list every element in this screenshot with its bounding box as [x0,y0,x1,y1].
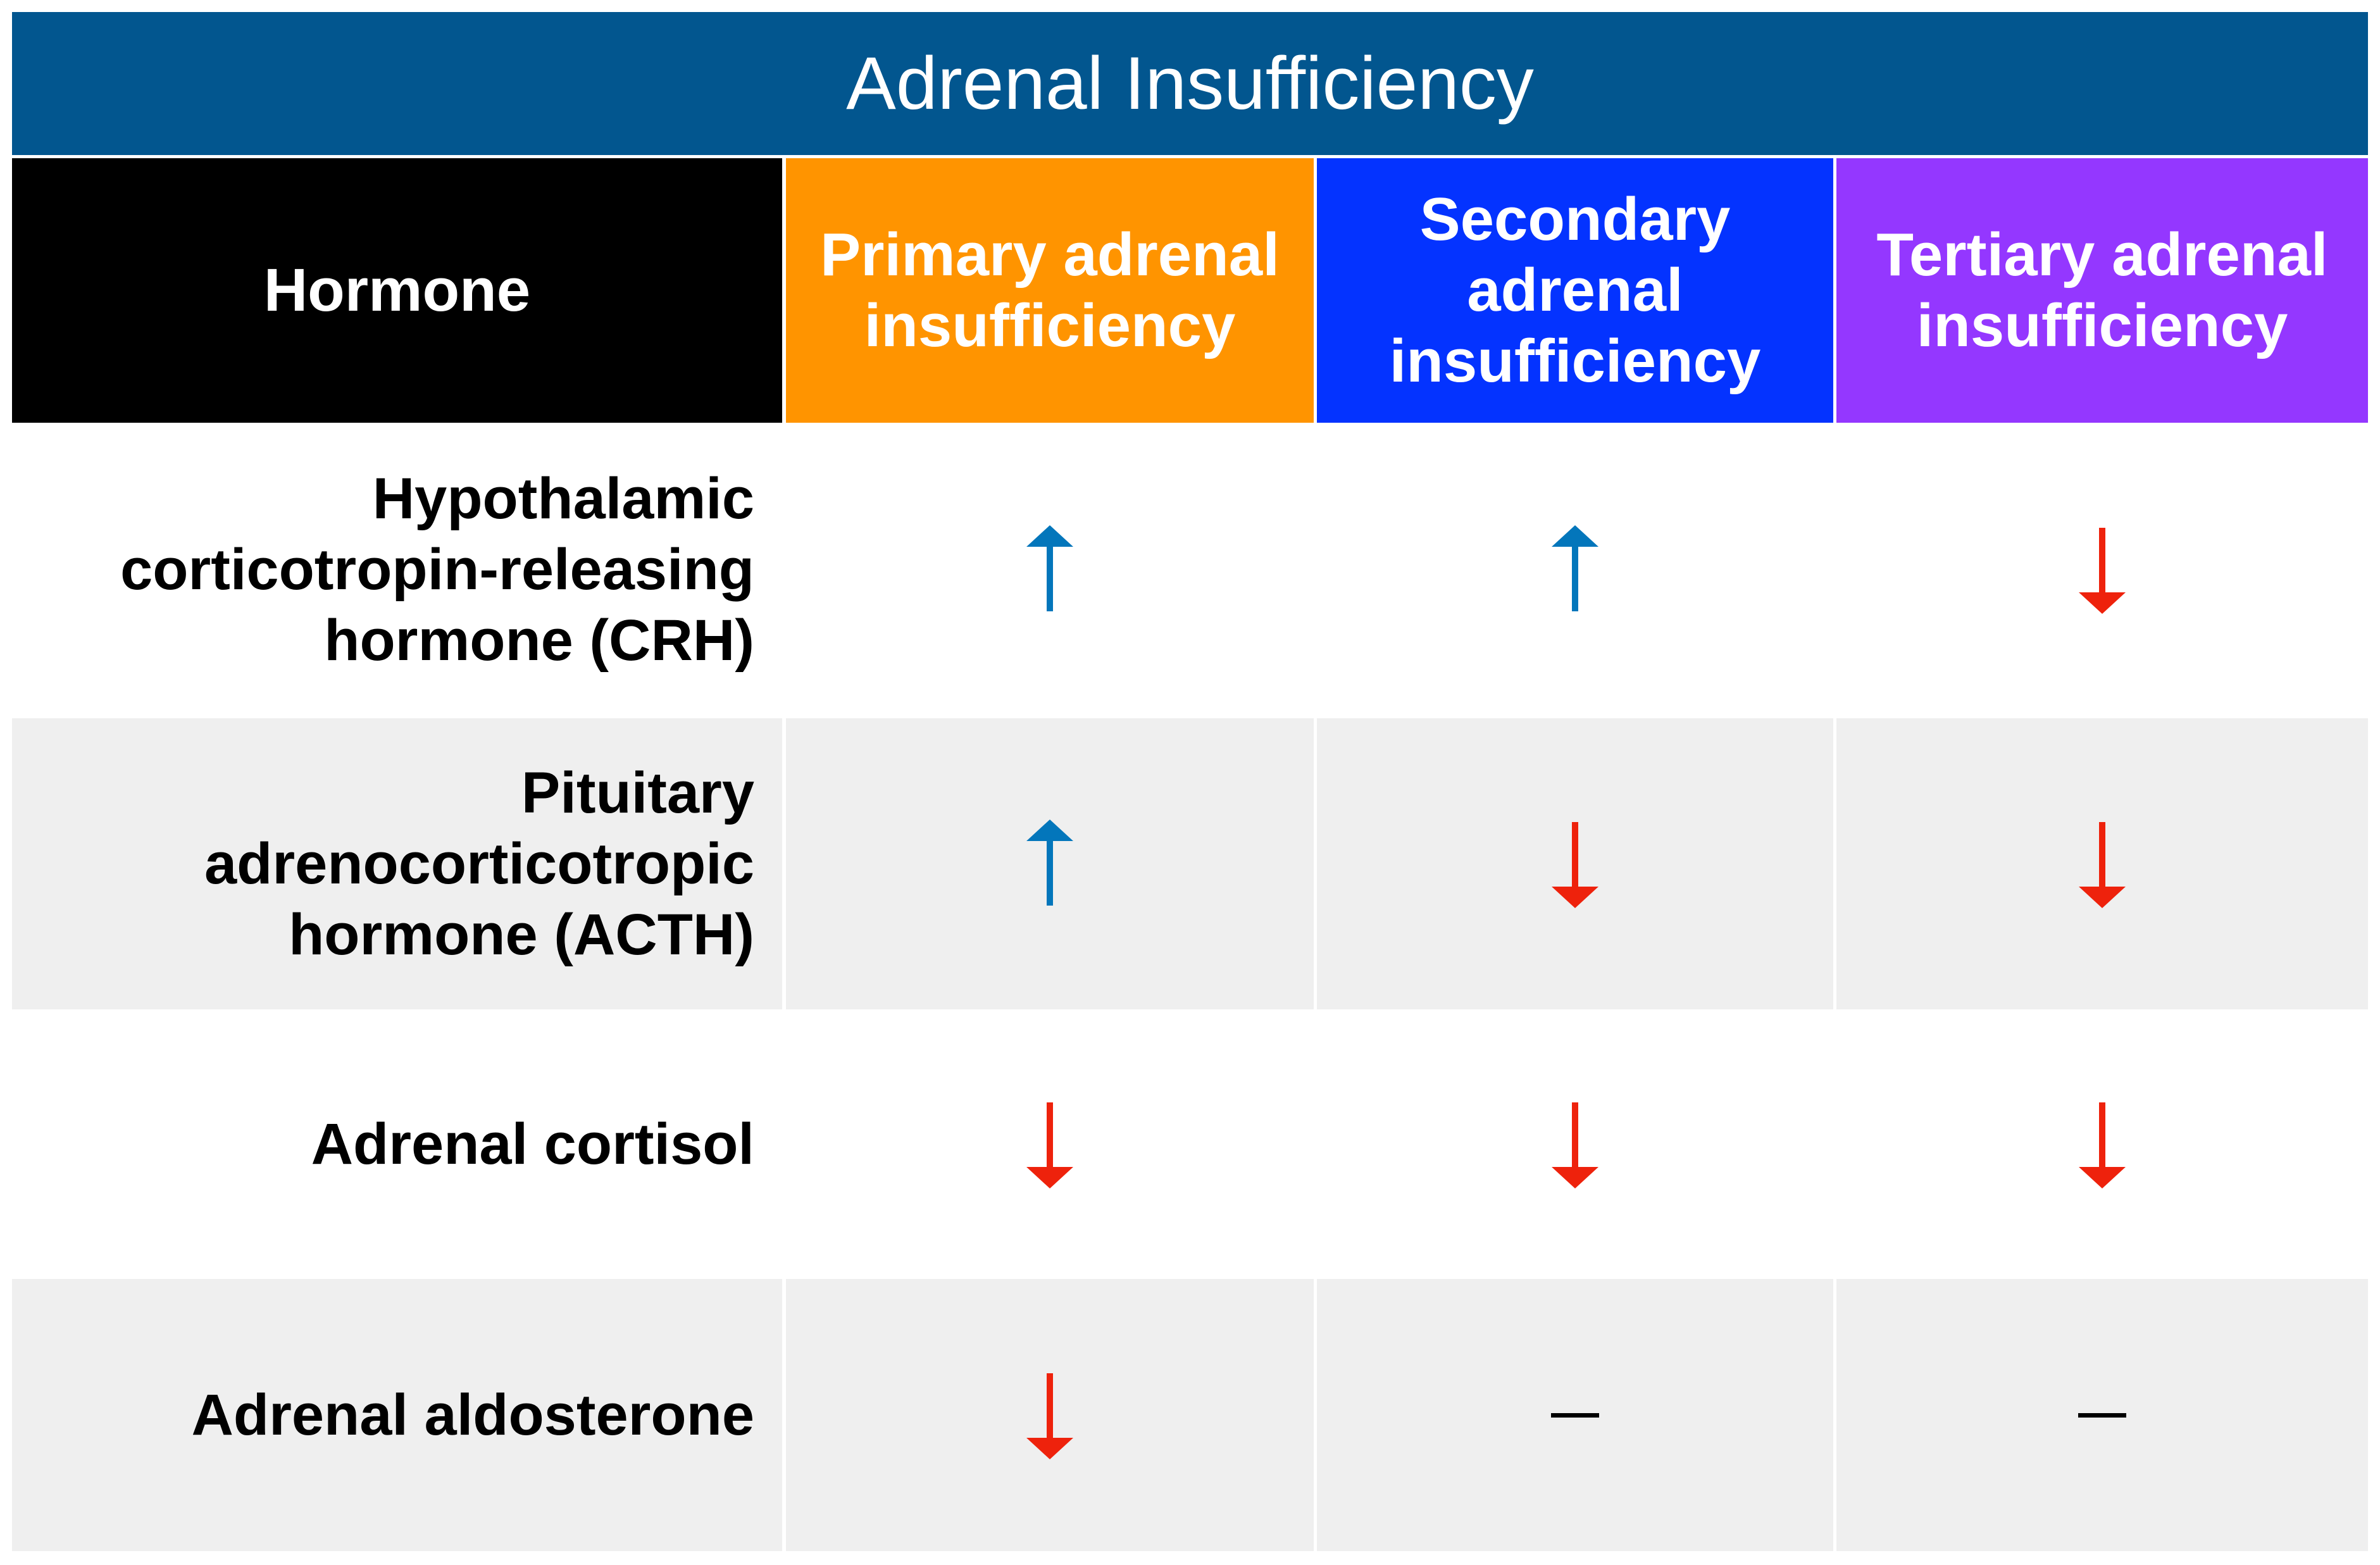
cell-primary [786,718,1314,1009]
cell-primary [786,1013,1314,1276]
dash-icon [1551,1412,1599,1418]
down-arrow-icon [2077,1100,2128,1188]
hormone-label: Adrenal aldosterone [12,1279,782,1551]
cell-tertiary [1836,1279,2368,1551]
down-arrow-icon [1025,1100,1075,1188]
dash-icon [2078,1412,2126,1418]
cell-secondary [1317,424,1833,715]
down-arrow-icon [2077,525,2128,614]
cell-secondary [1317,1279,1833,1551]
up-arrow-icon [1025,525,1075,614]
cell-primary [786,424,1314,715]
cell-secondary [1317,1013,1833,1276]
down-arrow-icon [1550,1100,1600,1188]
down-arrow-icon [1025,1371,1075,1459]
hormone-label: Adrenal cortisol [311,1112,754,1176]
header-hormone: Hormone [12,158,782,423]
hormone-label: Pituitary adrenocorticotropic hormone (A… [12,718,782,1009]
cell-primary [786,1279,1314,1551]
header-tertiary: Tertiary adrenal insufficiency [1836,158,2368,423]
hormone-label: Hypothalamic corticotropin-releasing hor… [120,466,754,673]
down-arrow-icon [2077,820,2128,908]
cell-tertiary [1836,718,2368,1009]
header-secondary: Secondary adrenal insufficiency [1317,158,1833,423]
cell-tertiary [1836,1013,2368,1276]
table-title: Adrenal Insufficiency [12,12,2368,155]
cell-secondary [1317,718,1833,1009]
up-arrow-icon [1550,525,1600,614]
header-primary: Primary adrenal insufficiency [786,158,1314,423]
up-arrow-icon [1025,820,1075,908]
down-arrow-icon [1550,820,1600,908]
cell-tertiary [1836,424,2368,715]
